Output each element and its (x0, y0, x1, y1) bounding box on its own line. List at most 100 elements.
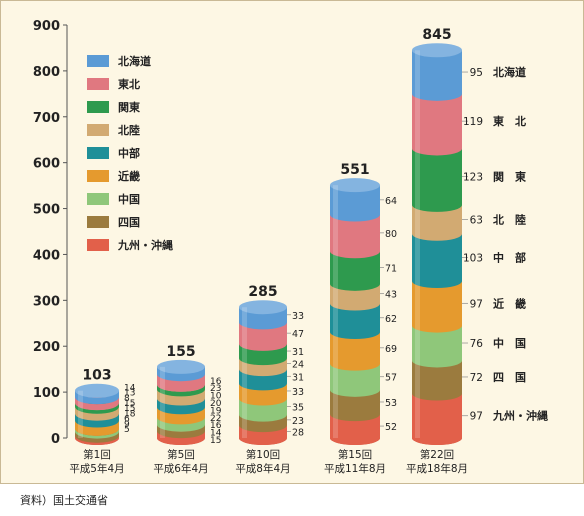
y-tick-label: 700 (33, 111, 60, 126)
value-label: 103 (463, 252, 483, 264)
bar-total-label: 551 (340, 162, 369, 178)
x-category-sublabel: 平成11年8月 (324, 462, 386, 475)
legend-swatch (87, 55, 109, 67)
bar-top-3 (239, 300, 287, 315)
bar-segment-body (75, 431, 119, 443)
bar-top-1 (75, 383, 119, 398)
y-tick-label: 300 (33, 294, 60, 309)
value-label: 14 (124, 383, 136, 393)
bar-segment-body (239, 414, 287, 433)
bar-segment-body (412, 281, 462, 333)
bar-segment-body (412, 393, 462, 445)
bar-segment-body (330, 283, 380, 311)
y-tick-label: 500 (33, 203, 60, 218)
y-tick-label: 400 (33, 248, 60, 263)
x-category-sublabel: 平成18年8月 (406, 462, 468, 475)
y-tick-label: 0 (51, 432, 60, 447)
value-label: 123 (463, 172, 483, 184)
y-tick-label: 800 (33, 65, 60, 80)
value-label: 14 (210, 429, 222, 439)
value-label: 15 (124, 399, 135, 409)
bar-total-label: 155 (166, 344, 195, 360)
value-label: 5 (124, 425, 130, 435)
bar-segment-body (412, 233, 462, 289)
value-label: 10 (210, 392, 222, 402)
legend-label: 東北 (118, 77, 140, 91)
value-label: 43 (385, 290, 397, 301)
value-label: 72 (470, 372, 483, 384)
value-label: 53 (385, 398, 397, 409)
value-label: 47 (292, 329, 304, 340)
value-label: 33 (292, 311, 304, 322)
region-label: 近 畿 (493, 296, 526, 310)
value-label: 20 (210, 399, 222, 409)
x-category-label: 第10回 (246, 448, 280, 461)
bar-highlight (160, 366, 165, 438)
legend-swatch (87, 78, 109, 90)
legend-label: 関東 (118, 100, 141, 114)
bar-segment-body (239, 398, 287, 422)
region-label: 関 東 (493, 170, 527, 184)
legend-swatch (87, 239, 109, 251)
bar-segment-body (157, 398, 205, 415)
value-label: 62 (385, 314, 397, 325)
bar-segment-body (330, 303, 380, 339)
bar-highlight (78, 390, 83, 438)
x-category-label: 第22回 (420, 448, 454, 461)
value-label: 9 (124, 420, 130, 430)
bar-segment-body (239, 343, 287, 366)
bar-top-5 (412, 43, 462, 58)
region-label: 北 陸 (493, 212, 526, 226)
bar-segment-body (330, 185, 380, 222)
legend-label: 九州・沖縄 (117, 238, 173, 252)
bar-segment-body (157, 366, 205, 382)
bar-segment-body (157, 374, 205, 392)
x-category-label: 第5回 (167, 448, 195, 461)
bar-total-label: 845 (422, 27, 451, 43)
value-label: 28 (292, 428, 304, 439)
bar-total-label: 103 (82, 368, 111, 384)
bar-highlight (333, 185, 338, 438)
value-label: 97 (470, 411, 483, 423)
bar-segment-body (157, 424, 205, 439)
region-label: 北海道 (493, 65, 526, 79)
bar-segment-body (412, 360, 462, 401)
bar-segment-body (75, 403, 119, 414)
bar-segment-body (330, 389, 380, 422)
bar-segment-body (330, 214, 380, 259)
x-category-sublabel: 平成6年4月 (153, 462, 208, 475)
legend-swatch (87, 170, 109, 182)
value-label: 64 (385, 196, 397, 207)
region-label: 中 国 (493, 336, 526, 350)
legend-label: 近畿 (118, 169, 140, 183)
value-label: 31 (292, 372, 304, 383)
value-label: 8 (124, 394, 130, 404)
legend-swatch (87, 101, 109, 113)
region-label: 九州・沖縄 (492, 409, 548, 423)
stacked-bar-chart: 0 100 200 300 400 500 600 700 800 900 北海道東北関東北陸中部近… (33, 19, 548, 475)
bar-segment-body (412, 325, 462, 368)
value-label: 76 (470, 338, 484, 350)
bar-segment-body (75, 390, 119, 405)
source-note: 資料）国土交通省 (20, 494, 108, 507)
bar-segment-body (412, 93, 462, 156)
bar-segment-body (75, 435, 119, 445)
value-label: 31 (292, 347, 304, 358)
y-tick-label: 600 (33, 157, 60, 172)
value-label: 80 (385, 229, 397, 240)
value-label: 23 (292, 416, 304, 427)
x-category-sublabel: 平成5年4月 (69, 462, 124, 475)
value-label: 52 (385, 422, 397, 433)
x-category-label: 第1回 (83, 448, 111, 461)
bar-segment-body (330, 251, 380, 291)
value-label: 15 (210, 436, 221, 446)
value-label: 33 (292, 387, 304, 398)
y-tick-label: 200 (33, 340, 60, 355)
bar-segment-body (330, 363, 380, 397)
value-label: 69 (385, 344, 397, 355)
bar-segment-body (239, 358, 287, 377)
bar-segment-body (157, 389, 205, 406)
value-label: 23 (210, 384, 221, 394)
bar-segment-body (157, 417, 205, 432)
value-label: 95 (470, 67, 483, 79)
